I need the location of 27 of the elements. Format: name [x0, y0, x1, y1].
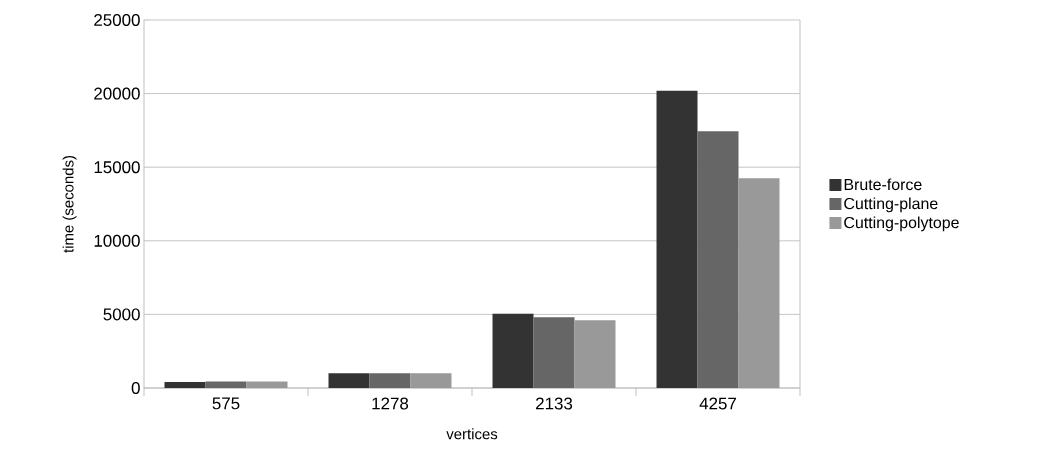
y-tick-label: 0 [131, 382, 140, 394]
bar [205, 381, 247, 388]
bar [246, 381, 288, 388]
bar [410, 373, 452, 388]
bar [738, 178, 780, 388]
legend-label: Cutting-plane [844, 197, 938, 213]
bar [328, 373, 370, 388]
y-tick-label: 15000 [94, 161, 140, 174]
bar [369, 373, 411, 388]
legend-label: Brute-force [844, 178, 922, 191]
bar [656, 90, 698, 388]
bar [574, 320, 616, 388]
y-tick-label: 5000 [103, 308, 140, 321]
y-tick-label: 10000 [94, 234, 140, 247]
y-tick-label: 25000 [94, 14, 140, 26]
y-axis-title: time (seconds) [62, 155, 77, 253]
legend-label: Cutting-polytope [844, 216, 959, 232]
x-tick-label: 575 [212, 397, 240, 410]
y-tick-label: 20000 [94, 87, 140, 100]
x-tick-label: 4257 [699, 397, 736, 410]
x-tick-label: 2133 [536, 397, 573, 410]
bar [492, 313, 534, 388]
x-axis-title: vertices [446, 428, 498, 440]
x-tick-label: 1278 [372, 397, 409, 410]
bar [533, 317, 575, 388]
bar [697, 131, 739, 388]
bar [164, 382, 206, 388]
